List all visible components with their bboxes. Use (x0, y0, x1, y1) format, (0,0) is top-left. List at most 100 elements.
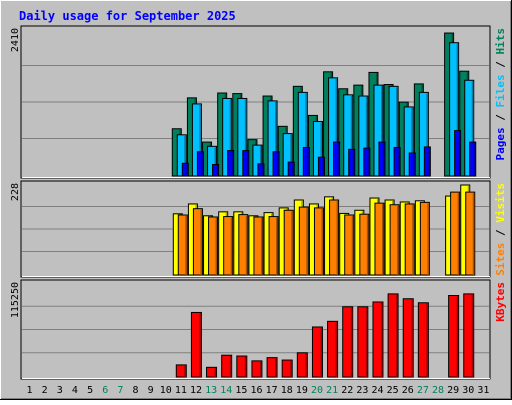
bar-shadow (275, 358, 277, 377)
day-label-6: 6 (102, 385, 108, 396)
bar-shadow (471, 81, 474, 176)
panel-hits-files-pages: 2410 Pages / Files / Hits (10, 25, 507, 179)
y-max-label: 228 (10, 183, 21, 201)
bar-shadow (230, 217, 233, 275)
day-label-20: 20 (311, 385, 323, 396)
bar-shadow (411, 107, 413, 176)
bar-pages-day-11 (181, 162, 189, 177)
panel-legend: Pages / Files / Hits (494, 28, 507, 161)
bar-shadow (321, 208, 323, 275)
bar-kbytes-day-13 (206, 366, 218, 378)
legend-text: / (494, 223, 507, 243)
bar-pages-day-29 (454, 130, 462, 177)
bar-shadow (427, 203, 429, 275)
legend-text: Visits (494, 183, 507, 223)
bar-kbytes-day-16 (251, 360, 263, 378)
bar-sites-day-30 (465, 191, 476, 276)
bar-sites-day-13 (208, 216, 219, 276)
bar-shadow (200, 209, 202, 275)
bar-shadow (186, 164, 188, 176)
bar-pages-day-24 (378, 141, 386, 177)
bar-shadow (290, 361, 292, 377)
day-label-11: 11 (175, 385, 187, 396)
bar-shadow (335, 78, 338, 176)
day-label-27: 27 (417, 385, 429, 396)
day-label-28: 28 (432, 385, 444, 396)
bar-shadow (320, 327, 322, 377)
bar-shadow (412, 204, 414, 275)
legend-text: Hits (494, 28, 507, 55)
bar-shadow (290, 134, 292, 176)
day-label-31: 31 (477, 385, 489, 396)
day-label-2: 2 (42, 385, 48, 396)
bar-shadow (244, 99, 247, 176)
bar-shadow (184, 365, 186, 377)
bar-shadow (214, 368, 217, 377)
bar-shadow (275, 101, 277, 176)
bar-sites-day-29 (450, 191, 461, 276)
bar-shadow (380, 86, 383, 176)
bar-shadow (305, 353, 307, 377)
bar-shadow (260, 217, 263, 275)
bar-sites-day-18 (283, 209, 294, 276)
bar-pages-day-30 (469, 141, 477, 177)
panel-kbytes: 115250 KBytes (10, 279, 507, 380)
panel-legend: KBytes (494, 282, 507, 322)
bar-shadow (398, 148, 400, 176)
bar-sites-day-21 (329, 199, 340, 276)
day-label-10: 10 (160, 385, 172, 396)
bar-kbytes-day-12 (190, 311, 202, 378)
bar-shadow (426, 93, 428, 176)
bar-shadow (229, 99, 232, 176)
bar-shadow (352, 150, 355, 176)
legend-text: Files (494, 74, 507, 107)
bar-pages-day-20 (317, 156, 325, 177)
bar-pages-day-19 (302, 147, 310, 177)
day-label-13: 13 (205, 385, 217, 396)
day-label-14: 14 (220, 385, 232, 396)
bar-shadow (456, 43, 459, 177)
day-label-7: 7 (117, 385, 123, 396)
legend-text: / (494, 108, 507, 128)
bar-shadow (366, 215, 369, 275)
day-label-12: 12 (190, 385, 202, 396)
bar-shadow (472, 193, 475, 275)
bar-shadow (184, 135, 186, 176)
day-label-1: 1 (27, 385, 33, 396)
day-label-3: 3 (57, 385, 63, 396)
day-label-5: 5 (87, 385, 93, 396)
bar-shadow (335, 322, 338, 377)
bar-sites-day-23 (359, 213, 370, 276)
bar-pages-day-21 (333, 141, 341, 177)
day-label-19: 19 (296, 385, 308, 396)
bar-shadow (245, 215, 248, 275)
bar-sites-day-26 (404, 203, 415, 276)
bar-shadow (457, 193, 460, 275)
bar-shadow (365, 307, 368, 377)
bar-kbytes-day-25 (387, 293, 399, 378)
bar-kbytes-day-27 (417, 302, 429, 378)
bar-sites-day-12 (192, 208, 203, 276)
day-label-9: 9 (148, 385, 154, 396)
day-label-8: 8 (132, 385, 138, 396)
bar-pages-day-27 (423, 146, 431, 177)
bar-kbytes-day-15 (236, 355, 248, 378)
bar-shadow (320, 122, 322, 176)
bar-pages-day-16 (257, 163, 265, 177)
bar-sites-day-27 (419, 201, 430, 276)
bar-shadow (199, 313, 201, 377)
bar-shadow (307, 148, 309, 176)
bar-kbytes-day-23 (357, 306, 369, 378)
bar-shadow (396, 294, 398, 377)
bar-shadow (199, 104, 201, 176)
bar-shadow (381, 204, 384, 275)
bar-shadow (185, 216, 187, 275)
bar-pages-day-17 (272, 151, 280, 177)
bar-kbytes-day-18 (281, 359, 293, 378)
bar-shadow (291, 211, 293, 275)
day-label-21: 21 (326, 385, 338, 396)
bar-shadow (413, 153, 415, 176)
bar-shadow (322, 158, 324, 176)
day-label-16: 16 (250, 385, 262, 396)
